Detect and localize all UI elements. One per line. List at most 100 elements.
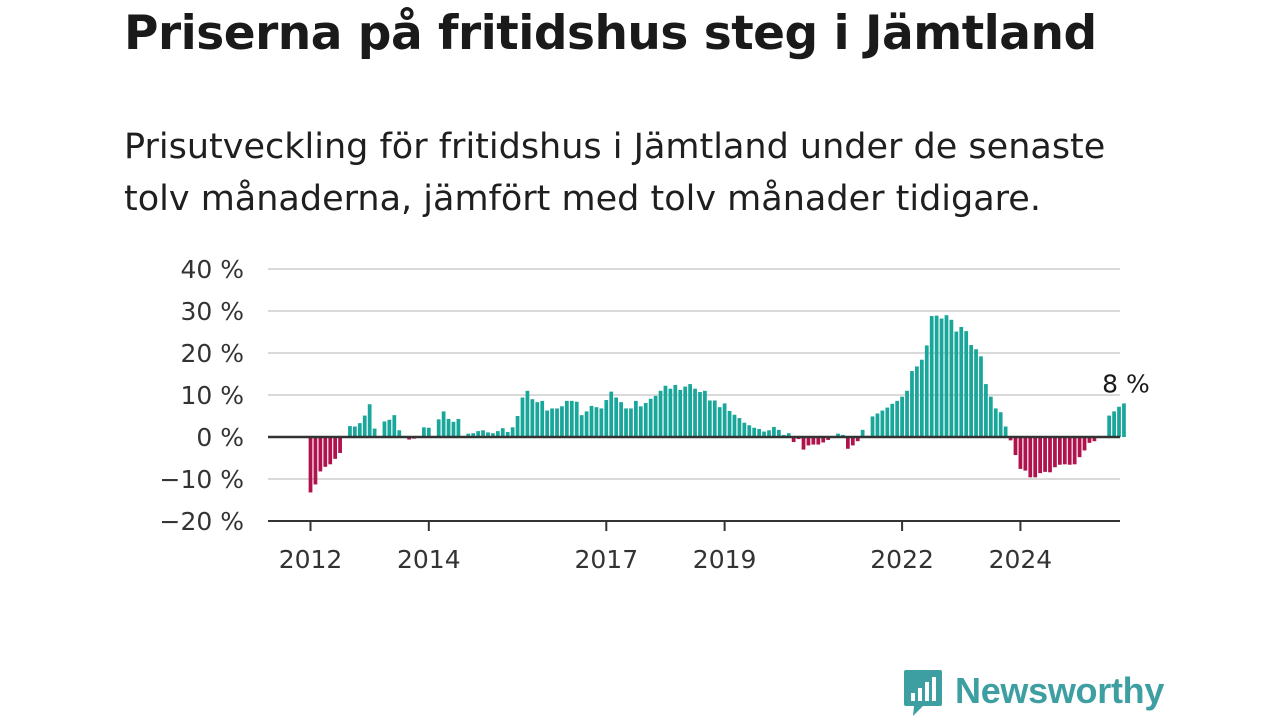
last-value-label: 8 % (1102, 369, 1150, 398)
bar (530, 399, 535, 437)
bar (717, 407, 722, 437)
bar (944, 315, 949, 437)
bar (1018, 437, 1023, 469)
bar (466, 433, 471, 437)
bar (426, 427, 431, 437)
bar (722, 403, 727, 437)
bar (895, 400, 900, 437)
bar (776, 429, 781, 437)
bar (367, 404, 372, 437)
bar (550, 408, 554, 437)
bar (1028, 437, 1033, 478)
bar (688, 384, 692, 437)
chart-subtitle: Prisutveckling för fritidshus i Jämtland… (124, 127, 1106, 219)
bar (486, 432, 490, 437)
bar (619, 402, 623, 437)
bar (772, 426, 776, 437)
bar (653, 395, 658, 437)
bar (786, 433, 791, 437)
bar (1117, 406, 1121, 437)
bar (880, 410, 885, 437)
bar (757, 429, 762, 437)
bar (767, 430, 771, 437)
bar (846, 437, 850, 449)
bar (584, 411, 589, 437)
bar (1092, 437, 1097, 442)
bar (811, 437, 816, 445)
x-tick-label: 2014 (397, 545, 461, 574)
bar (747, 425, 752, 437)
bar (333, 437, 338, 459)
bar (988, 396, 993, 437)
bar (348, 426, 352, 437)
bar (974, 349, 978, 437)
bar (693, 388, 697, 437)
bar (1082, 437, 1087, 451)
bar (826, 437, 831, 440)
bar (604, 400, 609, 437)
bar (1038, 437, 1043, 474)
bar (540, 400, 545, 437)
y-tick-label: 20 % (180, 339, 244, 368)
x-tick-label: 2012 (279, 545, 343, 574)
bar (1067, 437, 1072, 465)
bar (939, 318, 944, 437)
bar (357, 423, 362, 437)
bar (476, 431, 480, 437)
bar (323, 437, 328, 467)
bar (451, 421, 456, 437)
bar (372, 428, 377, 437)
newsworthy-logo-icon (904, 670, 942, 716)
bar (520, 397, 525, 437)
y-tick-label: 30 % (180, 297, 244, 326)
bar (481, 430, 485, 437)
bar (1043, 437, 1047, 472)
bar (599, 408, 604, 437)
bar (915, 366, 919, 437)
x-tick-label: 2022 (870, 545, 934, 574)
bar (491, 433, 495, 437)
gridlines (268, 268, 1120, 480)
y-tick-label: −10 % (160, 465, 244, 494)
brand-name: Newsworthy (955, 670, 1165, 711)
bar (338, 437, 342, 453)
bar (998, 412, 1003, 437)
bar (1057, 437, 1062, 465)
bar (762, 431, 766, 437)
bar (328, 437, 333, 465)
bar (752, 427, 757, 437)
bar (663, 385, 668, 437)
chart-title: Priserna på fritidshus steg i Jämtland (124, 6, 1097, 61)
bar (594, 407, 599, 437)
bar (890, 403, 895, 437)
bar (919, 359, 924, 437)
bar (875, 413, 880, 437)
axes (268, 435, 1120, 531)
bar (382, 421, 387, 437)
bar (308, 437, 313, 493)
bar (979, 356, 983, 437)
bar (742, 422, 747, 437)
bar (634, 400, 638, 437)
bar (801, 437, 806, 450)
bar (589, 405, 594, 437)
bar (564, 400, 569, 437)
labels: 40 % 30 % 20 % 10 % 0 % −10 % −20 % 2012 2014 201… (160, 255, 1150, 574)
bar (397, 430, 402, 437)
bar (1062, 437, 1067, 465)
bar (392, 415, 397, 437)
bar (984, 384, 988, 437)
bar (441, 411, 446, 437)
bar (707, 400, 712, 437)
bar (525, 390, 530, 437)
bar (712, 400, 717, 437)
bar (885, 407, 890, 437)
bar (959, 326, 964, 437)
bar (964, 331, 969, 437)
bar (905, 390, 909, 437)
bar (683, 386, 688, 437)
y-tick-label: 40 % (180, 255, 244, 284)
bar (614, 397, 619, 437)
bar (1033, 437, 1038, 478)
